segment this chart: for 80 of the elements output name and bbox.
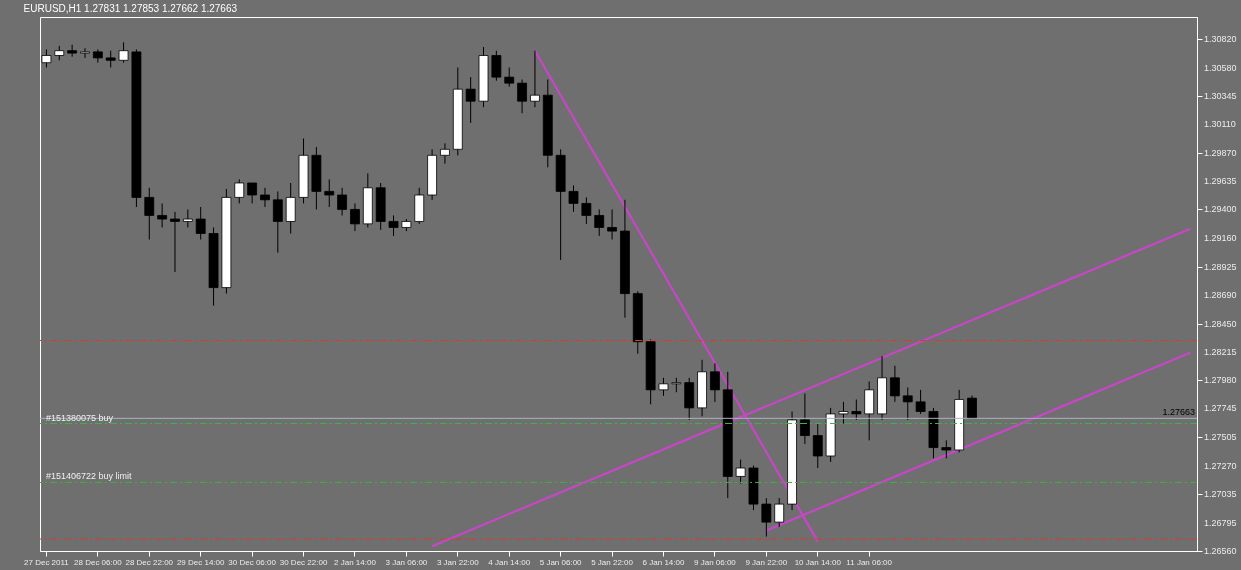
candlestick <box>92 48 103 64</box>
candlestick <box>774 497 785 528</box>
y-tick-label: 1.28925 <box>1204 261 1237 272</box>
candlestick <box>118 41 129 64</box>
candlestick <box>144 187 155 240</box>
candlestick <box>568 184 579 213</box>
candlestick <box>440 142 450 165</box>
y-tick-label: 1.29635 <box>1204 176 1237 187</box>
x-tick-label: 28 Dec 22:00 <box>125 557 174 567</box>
x-tick-label: 9 Jan 06:00 <box>694 557 737 567</box>
candlestick <box>890 365 900 403</box>
ref-line-label: #151406722 buy limit <box>46 471 133 482</box>
candlestick <box>607 208 617 240</box>
y-tick-label: 1.27035 <box>1204 488 1237 499</box>
y-tick-label: 1.28690 <box>1204 289 1237 300</box>
candlestick <box>234 178 245 204</box>
candlestick <box>350 202 360 232</box>
x-tick-label: 11 Jan 06:00 <box>846 557 893 567</box>
candlestick <box>851 398 862 421</box>
y-tick-label: 1.27505 <box>1204 432 1237 443</box>
candlestick <box>465 76 476 124</box>
candlestick <box>594 208 605 237</box>
x-tick-label: 3 Jan 06:00 <box>385 557 428 567</box>
candlestick <box>170 211 180 273</box>
y-tick-label: 1.28450 <box>1204 318 1237 329</box>
candlestick <box>182 208 193 228</box>
candlestick <box>272 190 283 254</box>
candlestick <box>67 44 78 58</box>
y-tick-label: 1.27980 <box>1204 375 1237 386</box>
candlestick <box>838 401 849 425</box>
candlestick <box>902 386 913 421</box>
y-tick-label: 1.27270 <box>1204 460 1237 471</box>
candlestick <box>260 187 270 208</box>
candlestick <box>247 182 258 204</box>
y-tick-label: 1.30345 <box>1204 90 1237 101</box>
y-tick-label: 1.30820 <box>1204 33 1237 44</box>
y-tick-label: 1.30110 <box>1204 119 1236 130</box>
candlestick <box>710 362 720 403</box>
candlestick <box>800 392 810 445</box>
x-tick-label: 9 Jan 22:00 <box>745 557 788 567</box>
y-tick-label: 1.30580 <box>1204 62 1237 73</box>
ref-line-label: 1.27663 <box>1162 407 1195 418</box>
candlestick <box>735 459 746 485</box>
x-tick-label: 30 Dec 06:00 <box>228 557 277 567</box>
y-tick-label: 1.26795 <box>1204 517 1237 528</box>
candlestick <box>530 50 540 108</box>
candlestick <box>761 497 772 538</box>
y-tick-label: 1.27745 <box>1204 403 1237 414</box>
x-tick-label: 10 Jan 14:00 <box>794 557 842 567</box>
y-tick-label: 1.29400 <box>1204 204 1237 215</box>
y-tick-label: 1.29870 <box>1204 147 1237 158</box>
x-tick-label: 28 Dec 06:00 <box>74 557 123 567</box>
x-tick-label: 2 Jan 14:00 <box>334 557 377 567</box>
candlestick <box>517 79 527 114</box>
y-tick-label: 1.26560 <box>1204 546 1237 556</box>
x-tick-label: 4 Jan 14:00 <box>488 557 531 567</box>
candlestick <box>195 206 206 240</box>
candlestick <box>812 423 823 469</box>
x-tick-label: 5 Jan 06:00 <box>539 557 583 567</box>
x-tick-label: 29 Dec 14:00 <box>176 557 226 567</box>
chart-title: EURUSD,H1 1.27831 1.27853 1.27662 1.27663 <box>23 3 238 14</box>
y-tick-label: 1.28215 <box>1204 346 1237 357</box>
candlestick <box>491 50 502 82</box>
candlestick <box>658 377 669 397</box>
candlestick <box>324 178 335 208</box>
candlestick <box>80 47 90 59</box>
y-tick-label: 1.29160 <box>1204 233 1237 244</box>
candlestick <box>581 196 592 225</box>
ref-line-label: #151380075 buy <box>46 412 114 423</box>
x-tick-label: 5 Jan 22:00 <box>591 557 634 567</box>
x-tick-label: 6 Jan 14:00 <box>642 557 685 567</box>
x-tick-label: 30 Dec 22:00 <box>279 557 328 567</box>
candlestick <box>157 202 168 228</box>
x-tick-label: 3 Jan 22:00 <box>436 557 480 567</box>
candlestick <box>941 439 952 459</box>
candlestick <box>337 187 347 216</box>
candlestick <box>388 214 399 237</box>
x-tick-label: 27 Dec 2011 <box>24 557 70 567</box>
candlestick <box>504 67 515 88</box>
candlestick <box>915 389 926 415</box>
